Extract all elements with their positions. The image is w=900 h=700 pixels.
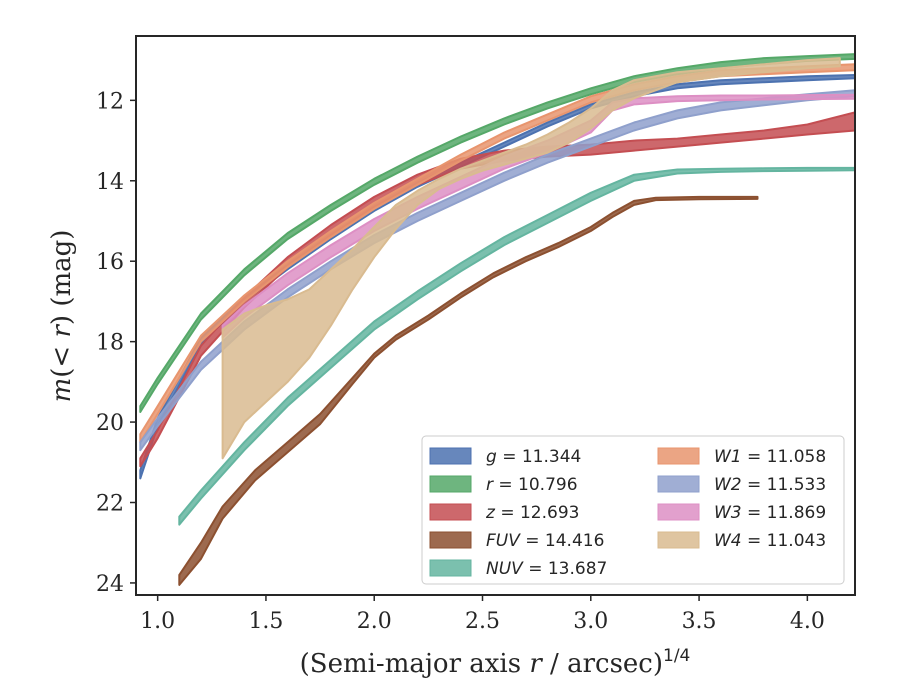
y-tick-label: 18	[96, 331, 124, 356]
y-axis-title-r: r	[47, 324, 77, 338]
legend-label-r: r = 10.796	[486, 475, 578, 495]
legend-swatch-w1	[657, 447, 700, 465]
legend-swatch-w3	[657, 503, 700, 521]
y-tick-label: 16	[96, 250, 124, 275]
y-axis-title-m: m	[47, 378, 77, 403]
y-axis-title: m(< r) (mag)	[47, 230, 77, 403]
legend-label-fuv: FUV = 14.416	[486, 531, 604, 551]
x-tick-label: 1.0	[140, 609, 175, 634]
y-tick-label: 12	[96, 89, 124, 114]
legend: g = 11.344 r = 10.796 z = 12.693 FUV = 14.4…	[421, 435, 845, 585]
x-axis-ticks: 1.0 1.5 2.0 2.5 3.0 3.5 4.0	[140, 595, 825, 634]
x-axis-title-var: r	[529, 649, 543, 679]
legend-swatch-g	[429, 447, 472, 465]
legend-items: g = 11.344 r = 10.796 z = 12.693 FUV = 14.4…	[429, 447, 826, 579]
legend-label-g: g = 11.344	[486, 447, 581, 467]
series-band-r	[139, 53, 855, 413]
y-axis-title-open: (	[47, 368, 77, 378]
y-tick-label: 14	[96, 170, 124, 195]
legend-label-w1: W1 = 11.058	[714, 447, 826, 467]
x-tick-label: 1.5	[248, 609, 283, 634]
series-band-w1	[139, 63, 855, 444]
y-tick-label: 22	[96, 492, 124, 517]
legend-box	[421, 435, 845, 585]
legend-label-nuv: NUV = 13.687	[486, 559, 607, 579]
x-tick-label: 2.5	[465, 609, 500, 634]
x-axis-title-main: (Semi-major axis	[300, 649, 530, 679]
plot-frame	[135, 35, 856, 596]
legend-label-z: z = 12.693	[485, 503, 579, 523]
legend-swatch-nuv	[429, 559, 472, 577]
y-tick-label: 20	[96, 411, 124, 436]
x-axis-title-rest: / arcsec)	[542, 649, 663, 679]
legend-swatch-fuv	[429, 531, 472, 549]
y-axis-ticks: 12 14 16 18 20 22 24	[96, 89, 136, 597]
y-tick-label: 24	[96, 572, 124, 597]
x-tick-label: 3.5	[682, 609, 717, 634]
legend-label-w2: W2 = 11.533	[714, 475, 826, 495]
x-axis-title: (Semi-major axis r / arcsec)1/4	[300, 646, 691, 679]
legend-swatch-w2	[657, 475, 700, 493]
series-band-w4	[221, 57, 841, 460]
x-axis-title-exponent: 1/4	[663, 646, 690, 666]
series-band-fuv	[178, 195, 759, 586]
legend-swatch-z	[429, 503, 472, 521]
series-layer	[139, 53, 855, 586]
x-tick-label: 2.0	[357, 609, 392, 634]
legend-label-w4: W4 = 11.043	[714, 531, 826, 551]
x-tick-label: 3.0	[573, 609, 608, 634]
y-axis-title-close: ) (mag)	[47, 230, 77, 326]
legend-swatch-w4	[657, 531, 700, 549]
series-band-nuv	[178, 166, 855, 526]
legend-swatch-r	[429, 475, 472, 493]
legend-label-w3: W3 = 11.869	[714, 503, 826, 523]
x-tick-label: 4.0	[790, 609, 825, 634]
y-axis-title-lt: <	[47, 338, 77, 368]
